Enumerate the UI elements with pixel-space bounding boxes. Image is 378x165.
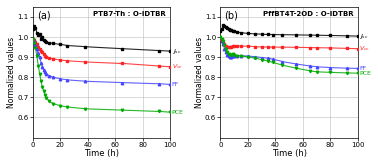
X-axis label: Time (h): Time (h) bbox=[84, 149, 119, 158]
Text: FF: FF bbox=[359, 66, 367, 71]
Text: $V_{oc}$: $V_{oc}$ bbox=[359, 44, 370, 53]
Text: FF: FF bbox=[172, 82, 179, 87]
Text: PffBT4T-2OD : O-IDTBR: PffBT4T-2OD : O-IDTBR bbox=[263, 11, 354, 17]
Y-axis label: Normalized values: Normalized values bbox=[7, 37, 16, 108]
X-axis label: Time (h): Time (h) bbox=[272, 149, 307, 158]
Text: $V_{oc}$: $V_{oc}$ bbox=[172, 62, 183, 71]
Y-axis label: Normalized values: Normalized values bbox=[195, 37, 204, 108]
Text: PCE: PCE bbox=[172, 110, 183, 115]
Text: (a): (a) bbox=[37, 11, 51, 21]
Text: $J_{sc}$: $J_{sc}$ bbox=[359, 32, 369, 41]
Text: (b): (b) bbox=[225, 11, 239, 21]
Text: PCE: PCE bbox=[359, 71, 371, 76]
Text: PTB7-Th : O-IDTBR: PTB7-Th : O-IDTBR bbox=[93, 11, 166, 17]
Text: $J_{sc}$: $J_{sc}$ bbox=[172, 47, 181, 56]
